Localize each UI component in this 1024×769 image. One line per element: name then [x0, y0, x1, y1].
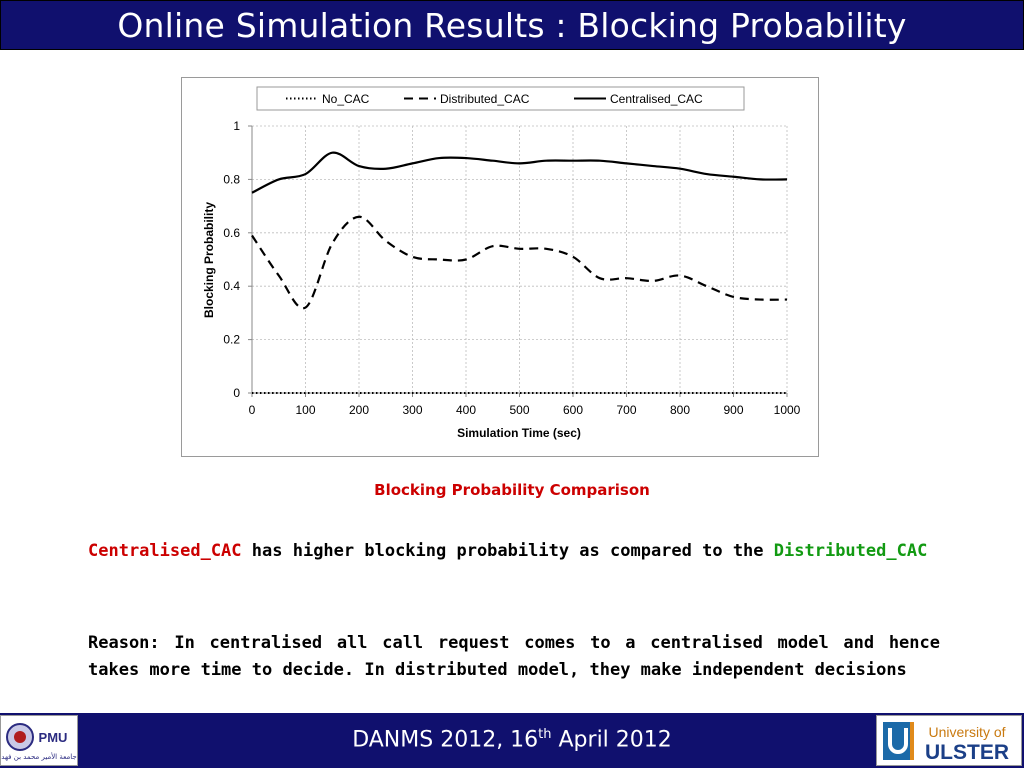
chart-caption: Blocking Probability Comparison [374, 481, 650, 499]
series-layer [251, 151, 788, 394]
x-tick-label: 100 [295, 403, 315, 417]
legend-box [256, 86, 745, 111]
comparison-text: has higher blocking probability as compa… [251, 541, 764, 561]
x-tick-label: 400 [456, 403, 476, 417]
legend-label: No_CAC [322, 92, 370, 106]
x-tick-label: 800 [670, 403, 690, 417]
x-axis-label: Simulation Time (sec) [457, 426, 581, 440]
footer-text: DANMS 2012, 16th April 2012 [0, 727, 1024, 752]
grid-layer [252, 125, 788, 393]
x-tick-label: 0 [249, 403, 256, 417]
x-tick-label: 300 [402, 403, 422, 417]
ulster-u-icon: University of ULSTER [883, 722, 1009, 764]
legend-label: Distributed_CAC [440, 92, 530, 106]
x-tick-label: 900 [723, 403, 743, 417]
footer-main: DANMS 2012, 16 [352, 727, 539, 753]
y-tick-label: 0.4 [223, 279, 240, 293]
pmu-logo-arabic: جامعة الأمير محمد بن فهد [1, 752, 76, 761]
pmu-emblem-icon: PMU جامعة الأمير محمد بن فهد [1, 723, 77, 761]
x-tick-label: 1000 [774, 403, 801, 417]
x-tick-label: 500 [509, 403, 529, 417]
y-tick-label: 1 [233, 119, 240, 133]
legend-label: Centralised_CAC [610, 92, 703, 106]
axes-layer: 0 100 200 300 400 500 600 700 800 900 1000 0 0.2 0.4 0… [223, 119, 800, 417]
centralised-term: Centralised_CAC [88, 541, 242, 561]
comparison-paragraph: Centralised_CAC has higher blocking prob… [88, 538, 940, 565]
footer: PMU جامعة الأمير محمد بن فهد DANMS 2012,… [0, 713, 1024, 768]
x-tick-label: 200 [349, 403, 369, 417]
y-tick-label: 0.2 [223, 333, 240, 347]
x-tick-label: 700 [616, 403, 636, 417]
pmu-logo: PMU جامعة الأمير محمد بن فهد [0, 715, 78, 766]
reason-paragraph: Reason: In centralised all call request … [88, 633, 940, 680]
series-line-centralised-cac [251, 151, 788, 194]
ulster-line2: ULSTER [925, 741, 1009, 764]
footer-superscript: th [538, 727, 552, 742]
series-line-distributed-cac [251, 215, 788, 310]
y-axis-label: Blocking Probability [202, 202, 216, 318]
blocking-probability-chart: 0 100 200 300 400 500 600 700 800 900 1000 0 0.2 0.4 0… [202, 86, 801, 440]
slide-title: Online Simulation Results : Blocking Pro… [117, 5, 907, 45]
chart-frame: 0 100 200 300 400 500 600 700 800 900 1000 0 0.2 0.4 0… [181, 77, 819, 457]
x-tick-label: 600 [563, 403, 583, 417]
y-tick-label: 0.6 [223, 226, 240, 240]
ulster-line1: University of [928, 724, 1005, 740]
y-tick-label: 0 [233, 386, 240, 400]
pmu-logo-label: PMU [39, 730, 68, 745]
footer-tail: April 2012 [551, 727, 672, 753]
y-tick-label: 0.8 [223, 172, 240, 186]
ulster-logo: University of ULSTER [876, 715, 1022, 766]
title-bar: Online Simulation Results : Blocking Pro… [0, 0, 1024, 50]
distributed-term: Distributed_CAC [773, 541, 928, 561]
legend: No_CAC Distributed_CAC Centralised_CAC [256, 86, 745, 111]
